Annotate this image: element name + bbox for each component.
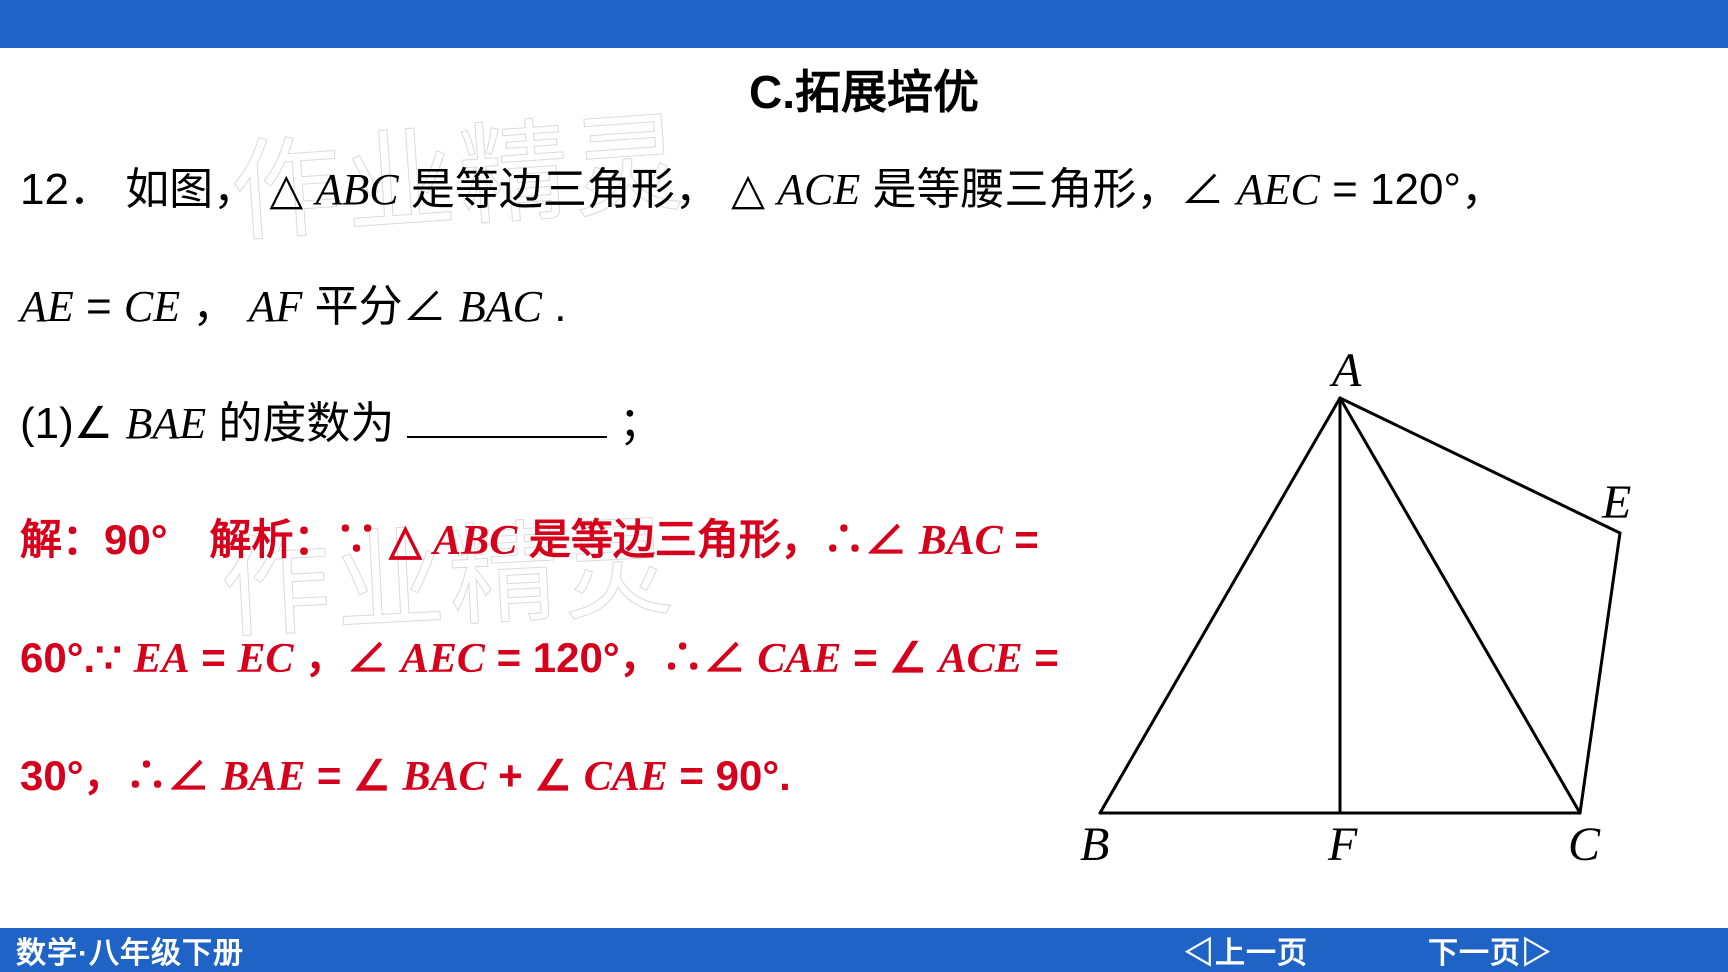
text: = 120°， <box>1332 165 1505 214</box>
var-ec: EC <box>237 636 293 682</box>
top-bar <box>0 0 1728 48</box>
var-ace: ACE <box>939 636 1023 682</box>
var-abc: ABC <box>316 165 399 214</box>
text: (1)∠ <box>20 399 113 448</box>
triangle-symbol: △ <box>269 165 303 214</box>
var-abc: ABC <box>433 518 517 564</box>
var-aec: AEC <box>401 636 485 682</box>
text: 是等边三角形，∴∠ <box>529 516 907 563</box>
triangle-symbol: △ <box>389 518 421 564</box>
figure-svg: A B F C E <box>1040 348 1645 888</box>
text: ， <box>192 282 236 331</box>
text: = ∠ <box>853 634 927 681</box>
text: 的度数为 <box>218 399 394 448</box>
footer-left-label: 数学·八年级下册 <box>16 928 244 972</box>
problem-line-1: 12． 如图， △ ABC 是等边三角形， △ ACE 是等腰三角形，∠ AEC… <box>20 142 1708 239</box>
geometry-figure: A B F C E <box>1040 348 1645 888</box>
var-bac: BAC <box>919 518 1003 564</box>
svg-text:C: C <box>1568 818 1601 871</box>
text: 是等腰三角形，∠ <box>873 165 1225 214</box>
svg-text:E: E <box>1601 476 1631 529</box>
text: = <box>86 282 124 331</box>
text: = <box>201 634 237 681</box>
answer-blank <box>407 394 607 438</box>
svg-text:B: B <box>1080 818 1109 871</box>
triangle-symbol: △ <box>731 165 765 214</box>
svg-text:F: F <box>1327 818 1358 871</box>
text: 解：90° 解析：∵ <box>20 516 378 563</box>
footer-nav: ◁上一页 下一页▷ <box>1184 928 1552 972</box>
text: . <box>554 282 566 331</box>
var-aec: AEC <box>1237 165 1320 214</box>
text: = 120°，∴∠ <box>497 634 746 681</box>
problem-number: 12． <box>20 165 113 214</box>
text: = <box>1014 516 1039 563</box>
var-cae: CAE <box>584 754 668 800</box>
problem-line-2: AE = CE ， AF 平分∠ BAC . <box>20 259 1708 356</box>
var-bac: BAC <box>402 754 486 800</box>
var-af: AF <box>249 282 303 331</box>
text: 如图， <box>125 165 257 214</box>
text: 平分∠ <box>315 282 447 331</box>
content-area: 作业精灵 作业精灵 C.拓展培优 12． 如图， △ ABC 是等边三角形， △… <box>0 48 1728 928</box>
prev-page-button[interactable]: ◁上一页 <box>1184 928 1308 972</box>
var-ae: AE <box>20 282 74 331</box>
text: 30°，∴∠ <box>20 752 210 799</box>
svg-text:A: A <box>1329 348 1362 397</box>
next-page-button[interactable]: 下一页▷ <box>1428 928 1552 972</box>
footer-bar: 数学·八年级下册 ◁上一页 下一页▷ <box>0 928 1728 972</box>
text: ，∠ <box>305 634 389 681</box>
text: + ∠ <box>498 752 572 799</box>
section-title: C.拓展培优 <box>20 56 1708 122</box>
var-ace: ACE <box>777 165 860 214</box>
var-ce: CE <box>124 282 180 331</box>
text: = 90°. <box>679 752 790 799</box>
page-root: 作业精灵 作业精灵 C.拓展培优 12． 如图， △ ABC 是等边三角形， △… <box>0 0 1728 972</box>
var-bae: BAE <box>125 399 206 448</box>
var-bac: BAC <box>459 282 542 331</box>
text: 是等边三角形， <box>411 165 719 214</box>
var-ea: EA <box>134 636 190 682</box>
text: ； <box>619 399 663 448</box>
text: = ∠ <box>317 752 391 799</box>
var-bae: BAE <box>221 754 305 800</box>
var-cae: CAE <box>757 636 841 682</box>
text: 60°.∵ <box>20 634 122 681</box>
